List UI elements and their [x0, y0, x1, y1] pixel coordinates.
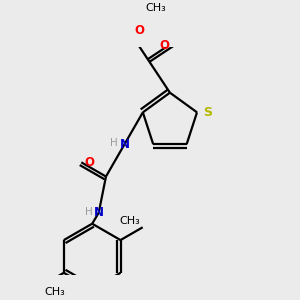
Text: N: N [94, 206, 104, 219]
Text: CH₃: CH₃ [146, 3, 166, 13]
Text: S: S [203, 106, 212, 119]
Text: CH₃: CH₃ [44, 287, 65, 297]
Text: N: N [119, 138, 129, 151]
Text: CH₃: CH₃ [120, 216, 140, 226]
Text: H: H [110, 138, 118, 148]
Text: O: O [84, 156, 94, 169]
Text: O: O [159, 39, 169, 52]
Text: H: H [85, 207, 92, 217]
Text: O: O [134, 24, 144, 37]
